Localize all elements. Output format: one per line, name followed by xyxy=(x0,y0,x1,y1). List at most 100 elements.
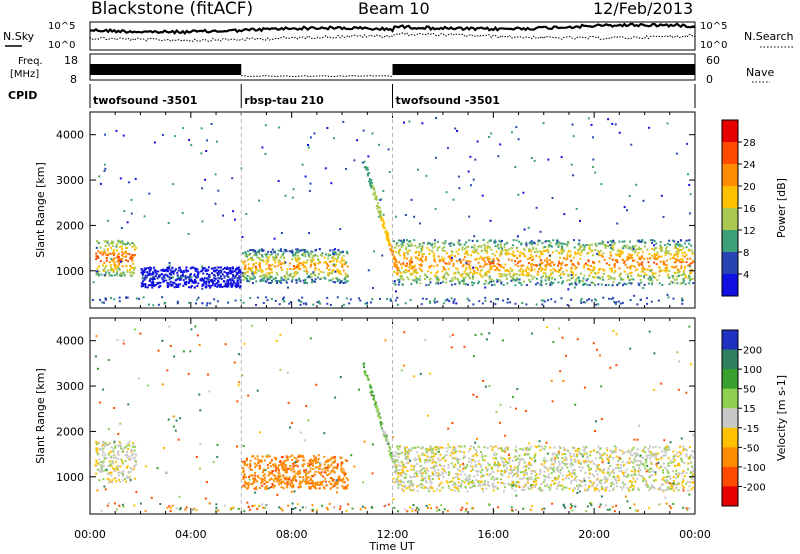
power-point xyxy=(184,275,187,278)
power-point xyxy=(378,215,381,218)
power-point xyxy=(270,253,273,256)
velocity-point xyxy=(443,456,445,459)
power-point xyxy=(280,250,283,252)
power-point xyxy=(536,243,539,246)
power-point xyxy=(687,264,690,267)
power-point xyxy=(130,267,133,269)
velocity-point xyxy=(430,482,433,484)
velocity-point xyxy=(126,475,129,478)
power-point xyxy=(612,248,615,251)
power-point xyxy=(394,299,397,302)
power-point xyxy=(512,277,515,280)
power-point xyxy=(461,248,464,251)
power-point xyxy=(490,278,493,281)
power-point xyxy=(270,279,273,282)
power-point xyxy=(493,283,496,286)
power-point xyxy=(586,278,589,280)
power-point xyxy=(277,261,280,264)
power-point xyxy=(99,252,102,255)
velocity-point xyxy=(583,450,586,453)
power-point xyxy=(623,240,626,243)
power-point xyxy=(436,281,439,284)
power-point xyxy=(149,279,152,281)
power-point xyxy=(648,275,651,278)
power-point xyxy=(677,241,679,243)
velocity-point xyxy=(248,466,251,469)
power-point xyxy=(398,278,401,281)
power-point xyxy=(216,140,218,143)
velocity-point xyxy=(334,481,337,484)
velocity-point xyxy=(259,477,262,480)
velocity-point xyxy=(427,458,430,461)
power-point xyxy=(530,253,532,256)
power-point xyxy=(104,266,107,269)
power-point xyxy=(227,276,230,279)
power-point xyxy=(509,301,512,304)
power-point xyxy=(433,254,436,257)
velocity-point xyxy=(651,484,653,487)
velocity-point xyxy=(308,471,310,474)
velocity-point xyxy=(107,464,110,467)
velocity-point xyxy=(492,476,495,478)
velocity-point xyxy=(493,463,496,466)
power-point xyxy=(603,258,606,261)
power-point xyxy=(251,267,254,270)
power-point xyxy=(404,302,407,305)
power-point xyxy=(209,286,212,289)
power-point xyxy=(341,265,344,268)
power-point xyxy=(268,275,271,278)
power-point xyxy=(222,214,224,217)
velocity-point xyxy=(463,445,466,448)
power-point xyxy=(103,261,106,264)
power-point xyxy=(597,271,600,274)
power-point xyxy=(285,271,288,273)
power-point xyxy=(107,252,110,255)
velocity-point xyxy=(108,451,111,454)
velocity-point xyxy=(305,479,307,482)
power-point xyxy=(116,270,119,273)
power-point xyxy=(324,261,327,264)
power-point xyxy=(623,244,626,247)
power-point xyxy=(478,272,481,275)
power-point xyxy=(96,240,99,243)
velocity-point xyxy=(456,487,459,490)
power-point xyxy=(161,269,164,272)
velocity-point xyxy=(565,458,568,461)
power-point xyxy=(592,266,595,268)
power-point xyxy=(332,137,335,140)
velocity-point xyxy=(606,477,609,480)
velocity-point xyxy=(341,470,343,473)
velocity-point xyxy=(285,459,288,462)
power-point xyxy=(214,266,217,269)
power-point xyxy=(682,271,685,274)
velocity-point xyxy=(527,464,530,467)
power-point xyxy=(404,269,407,271)
velocity-point xyxy=(546,476,549,479)
power-point xyxy=(552,268,555,271)
power-point xyxy=(250,256,252,259)
power-point xyxy=(491,261,494,264)
velocity-point xyxy=(134,456,137,459)
power-point xyxy=(337,255,340,258)
velocity-point xyxy=(678,451,681,454)
power-point xyxy=(579,254,582,256)
velocity-point xyxy=(290,481,293,484)
power-point xyxy=(544,240,547,243)
power-point xyxy=(598,250,601,253)
power-point xyxy=(282,278,285,281)
power-point xyxy=(92,281,95,284)
velocity-point xyxy=(588,476,591,479)
power-point xyxy=(488,240,491,242)
power-point xyxy=(107,269,110,272)
velocity-point xyxy=(325,484,328,487)
velocity-point xyxy=(508,452,511,455)
power-point xyxy=(95,258,98,261)
power-point xyxy=(110,266,112,269)
power-point xyxy=(327,272,330,275)
power-point xyxy=(455,267,457,270)
power-point xyxy=(307,275,310,278)
power-point xyxy=(527,248,530,251)
velocity-point xyxy=(399,479,402,482)
power-point xyxy=(255,280,258,283)
velocity-point xyxy=(625,451,628,454)
